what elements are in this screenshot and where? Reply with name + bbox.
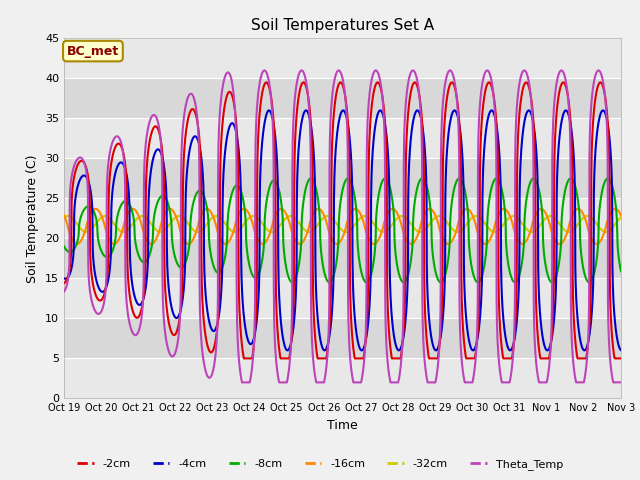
Bar bbox=[64, 359, 621, 398]
Bar bbox=[64, 239, 621, 278]
Bar bbox=[64, 278, 621, 318]
Bar bbox=[64, 119, 621, 158]
Bar bbox=[64, 318, 621, 359]
Bar bbox=[64, 198, 621, 239]
X-axis label: Time: Time bbox=[327, 419, 358, 432]
Bar bbox=[64, 158, 621, 198]
Bar bbox=[64, 78, 621, 119]
Bar bbox=[64, 38, 621, 78]
Legend: -2cm, -4cm, -8cm, -16cm, -32cm, Theta_Temp: -2cm, -4cm, -8cm, -16cm, -32cm, Theta_Te… bbox=[72, 455, 568, 474]
Text: BC_met: BC_met bbox=[67, 45, 119, 58]
Y-axis label: Soil Temperature (C): Soil Temperature (C) bbox=[26, 154, 40, 283]
Title: Soil Temperatures Set A: Soil Temperatures Set A bbox=[251, 18, 434, 33]
